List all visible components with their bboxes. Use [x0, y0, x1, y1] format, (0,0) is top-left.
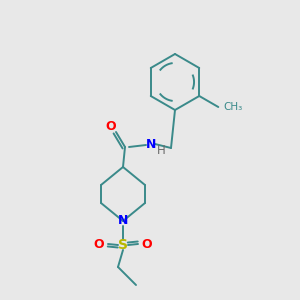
Text: O: O [142, 238, 152, 250]
Text: CH₃: CH₃ [223, 102, 243, 112]
Text: N: N [146, 139, 156, 152]
Text: S: S [118, 238, 128, 252]
Text: N: N [118, 214, 128, 227]
Text: O: O [106, 121, 116, 134]
Text: H: H [157, 145, 165, 158]
Text: O: O [94, 238, 104, 250]
